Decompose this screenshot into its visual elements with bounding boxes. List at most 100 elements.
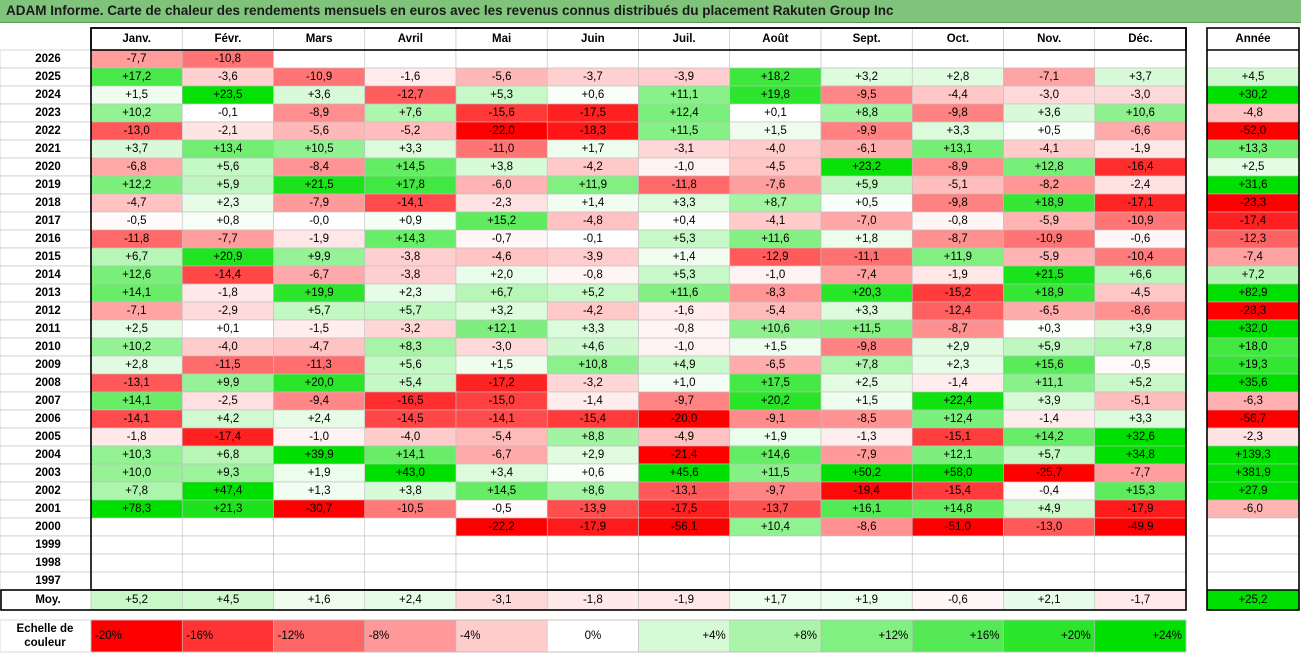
cell-value: -4,6 bbox=[492, 251, 512, 263]
year-label: 2024 bbox=[35, 89, 61, 101]
scale-label: +8% bbox=[794, 630, 817, 642]
cell-value: -4,7 bbox=[309, 341, 329, 353]
cell-value: +18,9 bbox=[1035, 197, 1064, 209]
cell-value: +21,3 bbox=[213, 503, 242, 515]
cell-value: -8,3 bbox=[765, 287, 785, 299]
scale-label-line1: Echelle de bbox=[17, 623, 74, 635]
cell-value: +5,9 bbox=[1038, 341, 1061, 353]
heatmap-cell bbox=[455, 553, 548, 573]
cell-value: +3,2 bbox=[855, 71, 878, 83]
cell-value: -8,2 bbox=[1039, 179, 1059, 191]
annual-value: +27,9 bbox=[1238, 485, 1267, 497]
cell-value: +22,4 bbox=[943, 395, 973, 407]
cell-value: +3,6 bbox=[308, 89, 331, 101]
cell-value: +0,9 bbox=[399, 215, 422, 227]
cell-value: -6,5 bbox=[765, 359, 785, 371]
cell-value: +20,2 bbox=[761, 395, 790, 407]
heatmap-cell bbox=[364, 49, 457, 69]
cell-value: -15,0 bbox=[489, 395, 515, 407]
cell-value: +8,3 bbox=[399, 341, 422, 353]
cell-value: -1,9 bbox=[309, 233, 329, 245]
heatmap-cell bbox=[911, 49, 1004, 69]
cell-value: -4,2 bbox=[583, 305, 603, 317]
cell-value: +5,6 bbox=[399, 359, 422, 371]
cell-value: -5,9 bbox=[1039, 251, 1059, 263]
cell-value: +9,9 bbox=[308, 251, 331, 263]
cell-value: +10,6 bbox=[1126, 107, 1155, 119]
cell-value: +12,8 bbox=[1035, 161, 1064, 173]
cell-value: +11,5 bbox=[761, 467, 789, 479]
scale-swatch bbox=[911, 619, 1004, 653]
annual-value: +19,3 bbox=[1238, 359, 1267, 371]
cell-value: -7,6 bbox=[765, 179, 785, 191]
cell-value: -3,7 bbox=[583, 71, 603, 83]
cell-value: -8,4 bbox=[309, 161, 329, 173]
cell-value: -8,7 bbox=[948, 233, 968, 245]
cell-value: -0,6 bbox=[1130, 233, 1150, 245]
cell-value: -1,8 bbox=[127, 431, 147, 443]
cell-value: +5,2 bbox=[1129, 377, 1152, 389]
cell-value: -4,8 bbox=[583, 215, 603, 227]
cell-value: -9,5 bbox=[857, 89, 877, 101]
cell-value: +1,5 bbox=[125, 89, 148, 101]
cell-value: +1,0 bbox=[673, 377, 696, 389]
cell-value: +5,3 bbox=[673, 269, 696, 281]
cell-value: -14,1 bbox=[489, 413, 515, 425]
annual-value: +13,3 bbox=[1238, 143, 1267, 155]
cell-value: -17,9 bbox=[580, 521, 606, 533]
cell-value: -5,6 bbox=[492, 71, 512, 83]
heatmap-cell bbox=[729, 535, 822, 555]
page-title: ADAM Informe. Carte de chaleur des rende… bbox=[6, 3, 894, 18]
cell-value: -10,4 bbox=[1127, 251, 1154, 263]
cell-value: +32,6 bbox=[1126, 431, 1155, 443]
cell-value: +15,2 bbox=[487, 215, 516, 227]
cell-value: -56,1 bbox=[671, 521, 697, 533]
cell-value: -3,2 bbox=[583, 377, 603, 389]
month-header: Nov. bbox=[1037, 33, 1061, 45]
heatmap-cell bbox=[1003, 49, 1096, 69]
average-value: -3,1 bbox=[492, 594, 512, 606]
heatmap-cell bbox=[455, 49, 548, 69]
cell-value: -2,1 bbox=[218, 125, 238, 137]
cell-value: +78,3 bbox=[122, 503, 151, 515]
average-row-border bbox=[0, 589, 1187, 611]
scale-swatch bbox=[273, 619, 366, 653]
year-label: 2019 bbox=[35, 179, 61, 191]
cell-value: +39,9 bbox=[305, 449, 334, 461]
annual-value: -2,3 bbox=[1243, 431, 1263, 443]
cell-value: -2,4 bbox=[1130, 179, 1150, 191]
cell-value: -1,8 bbox=[218, 287, 238, 299]
cell-value: -10,8 bbox=[215, 53, 241, 65]
heatmap-cell bbox=[1003, 571, 1096, 591]
heatmap-cell bbox=[638, 571, 731, 591]
cell-value: -12,9 bbox=[762, 251, 788, 263]
cell-value: -10,9 bbox=[1127, 215, 1153, 227]
cell-value: -5,4 bbox=[765, 305, 785, 317]
cell-value: +3,7 bbox=[125, 143, 148, 155]
cell-value: -4,7 bbox=[127, 197, 147, 209]
cell-value: +2,4 bbox=[308, 413, 331, 425]
cell-value: -8,9 bbox=[948, 161, 968, 173]
cell-value: +17,8 bbox=[396, 179, 425, 191]
cell-value: +5,4 bbox=[399, 377, 422, 389]
heatmap-cell bbox=[1003, 553, 1096, 573]
cell-value: -6,0 bbox=[492, 179, 512, 191]
cell-value: -11,5 bbox=[215, 359, 240, 371]
cell-value: -9,7 bbox=[765, 485, 785, 497]
heatmap-cell bbox=[181, 553, 274, 573]
cell-value: -17,9 bbox=[1127, 503, 1153, 515]
heatmap-cell bbox=[1003, 535, 1096, 555]
cell-value: +0,5 bbox=[855, 197, 878, 209]
cell-value: +15,3 bbox=[1126, 485, 1155, 497]
cell-value: -0,8 bbox=[583, 269, 603, 281]
cell-value: -3,9 bbox=[583, 251, 603, 263]
year-label: 2015 bbox=[35, 251, 61, 263]
heatmap-cell bbox=[1094, 49, 1187, 69]
annual-value: +30,2 bbox=[1238, 89, 1267, 101]
cell-value: -17,2 bbox=[489, 377, 515, 389]
scale-label: -8% bbox=[369, 630, 389, 642]
cell-value: -4,5 bbox=[765, 161, 785, 173]
cell-value: +0,3 bbox=[1038, 323, 1061, 335]
cell-value: -0,8 bbox=[948, 215, 968, 227]
cell-value: -9,1 bbox=[765, 413, 785, 425]
